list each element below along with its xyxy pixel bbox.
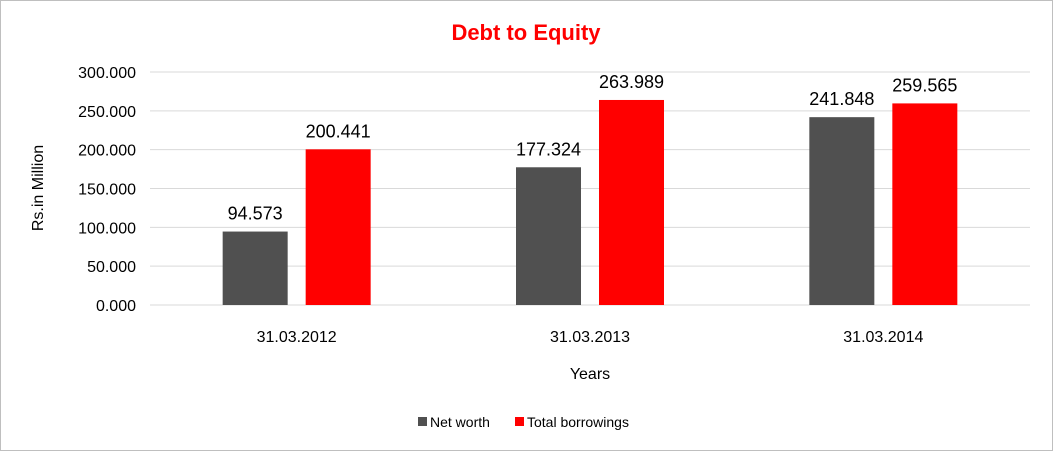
y-tick-label: 300.000 xyxy=(78,65,136,82)
gridlines xyxy=(150,71,1030,306)
legend: Net worth Total borrowings xyxy=(418,414,629,430)
x-axis-categories: 31.03.2012 31.03.2013 31.03.2014 xyxy=(257,329,924,346)
y-tick-label: 100.000 xyxy=(78,220,136,237)
y-axis-ticks: 0.000 50.000 100.000 150.000 200.000 250.000 3… xyxy=(78,65,136,315)
data-label: 263.989 xyxy=(599,72,664,92)
bar-networth xyxy=(809,117,875,305)
data-labels: 94.573 200.441 177.324 263.989 241.848 259.56… xyxy=(228,72,958,224)
y-tick-label: 0.000 xyxy=(96,298,136,315)
x-category-label: 31.03.2012 xyxy=(257,329,337,346)
x-category-label: 31.03.2013 xyxy=(550,329,630,346)
bar-borrowings xyxy=(892,103,958,306)
y-tick-label: 200.000 xyxy=(78,143,136,160)
data-label: 241.848 xyxy=(809,89,874,109)
legend-label: Total borrowings xyxy=(527,414,629,430)
y-tick-label: 50.000 xyxy=(87,259,136,276)
data-label: 94.573 xyxy=(228,204,283,224)
y-tick-label: 250.000 xyxy=(78,104,136,121)
legend-swatch xyxy=(418,417,427,426)
data-label: 200.441 xyxy=(306,121,371,141)
bars xyxy=(222,99,958,306)
bar-borrowings xyxy=(599,99,664,306)
x-axis-title: Years xyxy=(570,366,610,383)
bar-borrowings xyxy=(305,149,371,305)
y-tick-label: 150.000 xyxy=(78,182,136,199)
chart-title: Debt to Equity xyxy=(451,20,601,45)
y-axis-title: Rs.in Million xyxy=(30,145,47,231)
data-label: 259.565 xyxy=(892,75,957,95)
bar-networth xyxy=(516,167,581,305)
bar-networth xyxy=(222,231,288,305)
legend-label: Net worth xyxy=(430,414,490,430)
x-category-label: 31.03.2014 xyxy=(843,329,923,346)
data-label: 177.324 xyxy=(516,139,581,159)
legend-swatch xyxy=(515,417,524,426)
